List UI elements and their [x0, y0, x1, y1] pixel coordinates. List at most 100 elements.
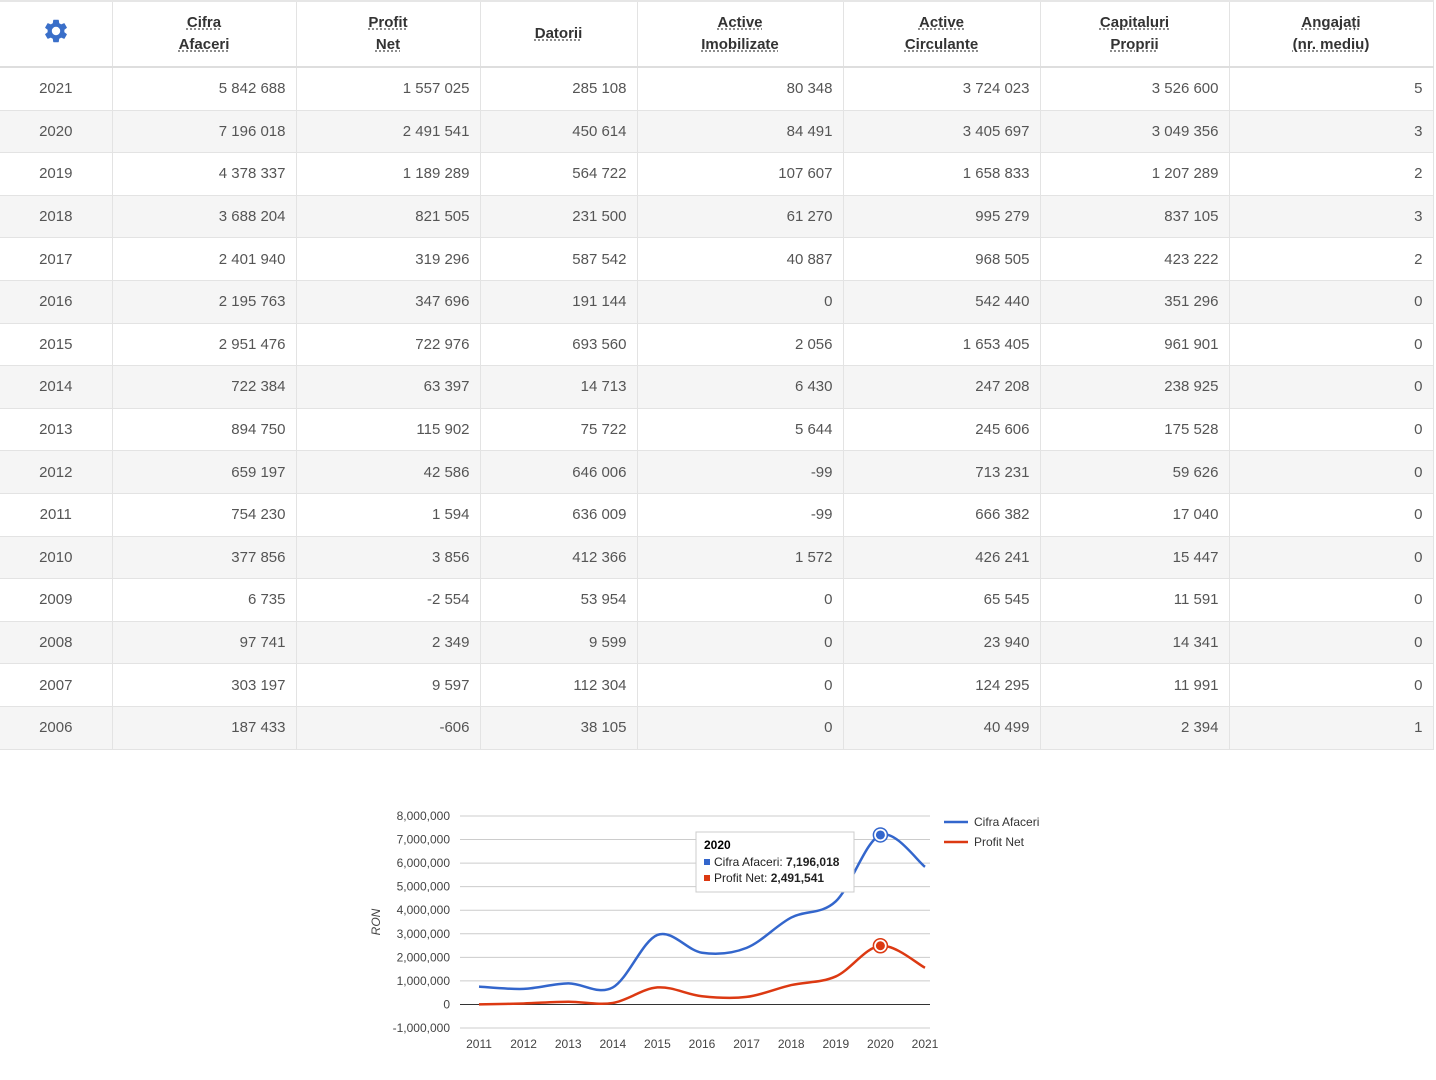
value-cell: 245 606 [843, 408, 1041, 452]
value-cell: 0 [1229, 280, 1434, 324]
value-cell: 5 [1229, 67, 1434, 111]
tooltip-label: Cifra Afaceri: 7,196,018 [714, 855, 840, 869]
value-cell: 2 195 763 [112, 280, 297, 324]
year-cell: 2006 [0, 706, 113, 750]
value-cell: 754 230 [112, 493, 297, 537]
tooltip-title: 2020 [704, 838, 731, 852]
x-tick-label: 2011 [466, 1037, 492, 1051]
value-cell: 542 440 [843, 280, 1041, 324]
x-tick-label: 2014 [599, 1037, 626, 1051]
value-cell: 63 397 [296, 365, 481, 409]
value-cell: 5 842 688 [112, 67, 297, 111]
value-cell: 6 735 [112, 578, 297, 622]
y-tick-label: 3,000,000 [397, 927, 451, 941]
col-header-profit-net[interactable]: Profit Net [296, 0, 481, 68]
value-cell: 666 382 [843, 493, 1041, 537]
year-cell: 2019 [0, 152, 113, 196]
value-cell: -606 [296, 706, 481, 750]
value-cell: 247 208 [843, 365, 1041, 409]
y-tick-label: 0 [443, 997, 450, 1011]
value-cell: 3 049 356 [1040, 110, 1230, 154]
value-cell: 0 [1229, 536, 1434, 580]
value-cell: 693 560 [480, 323, 638, 367]
value-cell: 65 545 [843, 578, 1041, 622]
value-cell: 0 [637, 706, 844, 750]
value-cell: 961 901 [1040, 323, 1230, 367]
value-cell: 75 722 [480, 408, 638, 452]
table-body: 2021 5 842 688 1 557 025 285 108 80 348 3 724… [0, 67, 1434, 750]
value-cell: 1 189 289 [296, 152, 481, 196]
value-cell: 53 954 [480, 578, 638, 622]
value-cell: 659 197 [112, 450, 297, 494]
col-header-cifra-afaceri[interactable]: Cifra Afaceri [112, 0, 297, 68]
x-tick-label: 2020 [867, 1037, 894, 1051]
x-tick-label: 2019 [822, 1037, 849, 1051]
y-tick-label: 1,000,000 [397, 974, 451, 988]
value-cell: 0 [1229, 408, 1434, 452]
year-cell: 2015 [0, 323, 113, 367]
col-header-capitaluri-proprii[interactable]: Capitaluri Proprii [1040, 0, 1230, 68]
x-tick-label: 2018 [778, 1037, 805, 1051]
value-cell: 2 401 940 [112, 237, 297, 281]
value-cell: 1 [1229, 706, 1434, 750]
x-tick-label: 2017 [733, 1037, 760, 1051]
col-header-active-circulante[interactable]: Active Circulante [843, 0, 1041, 68]
value-cell: 0 [1229, 578, 1434, 622]
series-line-1 [478, 944, 926, 1006]
year-cell: 2021 [0, 67, 113, 111]
value-cell: 722 384 [112, 365, 297, 409]
value-cell: 3 724 023 [843, 67, 1041, 111]
year-cell: 2007 [0, 663, 113, 707]
table-row: 2008 97 741 2 349 9 599 0 23 940 14 341 0 [0, 621, 1434, 665]
col-header-angajati[interactable]: Angajați (nr. mediu) [1229, 0, 1434, 68]
table-row: 2015 2 951 476 722 976 693 560 2 056 1 653 40… [0, 323, 1434, 367]
value-cell: 9 597 [296, 663, 481, 707]
y-tick-label: 2,000,000 [397, 950, 451, 964]
tooltip-swatch [704, 859, 710, 865]
table-row: 2011 754 230 1 594 636 009 -99 666 382 17 040 0 [0, 493, 1434, 537]
value-cell: -2 554 [296, 578, 481, 622]
year-cell: 2017 [0, 237, 113, 281]
value-cell: 2 951 476 [112, 323, 297, 367]
value-cell: 6 430 [637, 365, 844, 409]
y-tick-label: 7,000,000 [397, 833, 451, 847]
value-cell: 450 614 [480, 110, 638, 154]
settings-cell[interactable] [0, 0, 113, 68]
y-tick-label: 5,000,000 [397, 880, 451, 894]
value-cell: 97 741 [112, 621, 297, 665]
table-row: 2020 7 196 018 2 491 541 450 614 84 491 3 405… [0, 110, 1434, 154]
value-cell: 40 499 [843, 706, 1041, 750]
year-cell: 2010 [0, 536, 113, 580]
tooltip-value: 7,196,018 [786, 855, 840, 869]
table-row: 2014 722 384 63 397 14 713 6 430 247 208 238 9… [0, 365, 1434, 409]
value-cell: 3 [1229, 195, 1434, 239]
value-cell: 2 394 [1040, 706, 1230, 750]
x-tick-label: 2021 [912, 1037, 939, 1051]
value-cell: 2 349 [296, 621, 481, 665]
value-cell: 0 [637, 621, 844, 665]
y-tick-label: -1,000,000 [393, 1021, 451, 1035]
x-tick-label: 2016 [689, 1037, 716, 1051]
value-cell: 38 105 [480, 706, 638, 750]
year-cell: 2009 [0, 578, 113, 622]
tooltip-series-name: Profit Net [714, 871, 765, 885]
value-cell: 894 750 [112, 408, 297, 452]
value-cell: 14 341 [1040, 621, 1230, 665]
gear-icon[interactable] [42, 17, 70, 45]
value-cell: 2 056 [637, 323, 844, 367]
year-cell: 2016 [0, 280, 113, 324]
value-cell: 11 991 [1040, 663, 1230, 707]
value-cell: 713 231 [843, 450, 1041, 494]
value-cell: 7 196 018 [112, 110, 297, 154]
col-header-active-imobilizate[interactable]: Active Imobilizate [637, 0, 844, 68]
value-cell: 1 207 289 [1040, 152, 1230, 196]
col-header-datorii[interactable]: Datorii [480, 0, 638, 68]
value-cell: 377 856 [112, 536, 297, 580]
year-cell: 2013 [0, 408, 113, 452]
value-cell: 319 296 [296, 237, 481, 281]
value-cell: 0 [637, 663, 844, 707]
tooltip-value: 2,491,541 [771, 871, 825, 885]
value-cell: 347 696 [296, 280, 481, 324]
financial-table: Cifra Afaceri Profit Net Datorii Active Imo… [0, 0, 1434, 750]
value-cell: 15 447 [1040, 536, 1230, 580]
